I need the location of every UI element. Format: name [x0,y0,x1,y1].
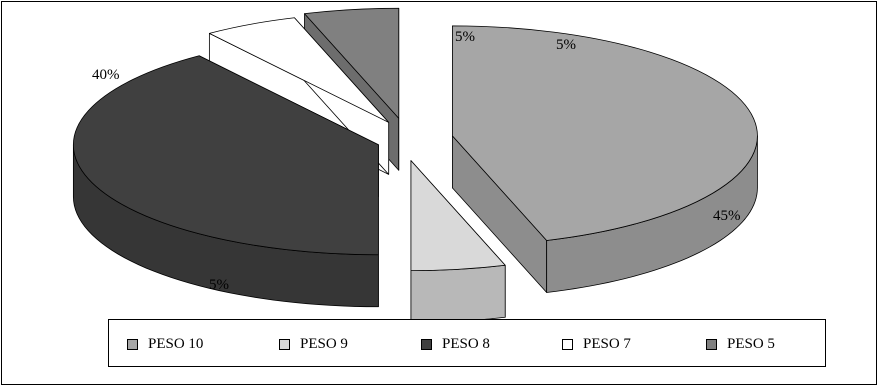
slice-peso-8 [72,55,379,308]
legend-label-peso-9: PESO 9 [300,335,348,352]
legend-label-peso-8: PESO 8 [442,335,490,352]
legend-label-peso-5: PESO 5 [727,335,775,352]
legend-swatch-peso-8 [421,338,432,350]
legend-item-peso-10: PESO 10 [127,335,203,353]
slice-peso-9 [410,160,506,324]
legend-label-peso-10: PESO 10 [148,335,204,352]
data-label-peso-8: 40% [92,67,120,83]
slice-peso-10-top [452,25,758,241]
data-label-peso-10: 45% [713,208,741,224]
legend-item-peso-5: PESO 5 [706,335,775,353]
legend: PESO 10 PESO 9 PESO 8 PESO 7 PESO 5 [108,319,826,367]
legend-item-peso-7: PESO 7 [562,335,631,353]
legend-swatch-peso-5 [706,338,717,350]
slice-peso-10 [452,25,758,293]
legend-item-peso-8: PESO 8 [421,335,490,353]
legend-swatch-peso-10 [127,338,138,350]
slice-peso-5-top [304,7,400,119]
slice-peso-7-top [208,17,390,123]
legend-swatch-peso-9 [279,338,290,350]
data-label-peso-7: 5% [455,29,475,45]
legend-item-peso-9: PESO 9 [279,335,348,353]
slice-peso-8-top [72,55,379,256]
slice-peso-9-top [410,160,506,272]
data-label-peso-9: 5% [209,277,229,293]
data-label-peso-5: 5% [556,37,576,53]
slice-peso-9-rim [410,264,506,324]
legend-swatch-peso-7 [562,338,573,350]
legend-label-peso-7: PESO 7 [583,335,631,352]
